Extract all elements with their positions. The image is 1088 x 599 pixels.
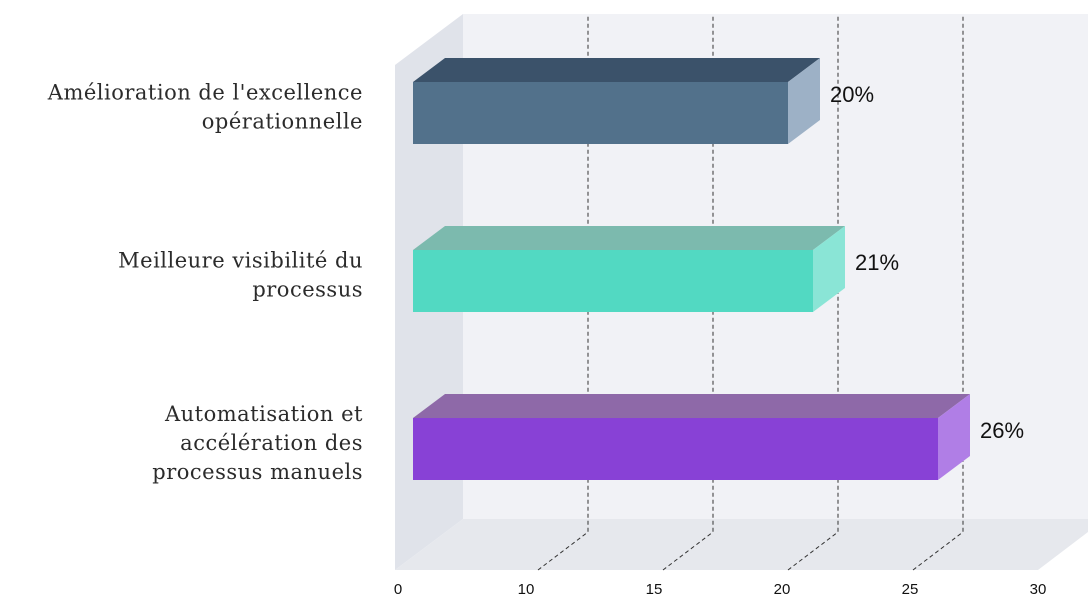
tick-label: 15 bbox=[646, 581, 663, 598]
x-axis-ticks: 0 10 15 20 25 30 bbox=[394, 581, 1047, 598]
tick-label: 20 bbox=[774, 581, 791, 598]
tick-label: 10 bbox=[518, 581, 535, 598]
gridline bbox=[787, 14, 839, 571]
bar: 26% bbox=[413, 394, 1024, 480]
data-label: 26% bbox=[980, 418, 1024, 443]
category-label: Automatisation et accélération des process… bbox=[152, 402, 363, 484]
bar-side-face bbox=[938, 394, 970, 480]
category-label: Meilleure visibilité du processus bbox=[118, 249, 363, 302]
bar-front-face bbox=[413, 418, 938, 480]
bar-side-face bbox=[788, 58, 820, 144]
bar-front-face bbox=[413, 82, 788, 144]
category-labels: Amélioration de l'excellence opérationnel… bbox=[47, 81, 363, 485]
tick-label: 0 bbox=[394, 581, 402, 598]
category-label: Amélioration de l'excellence opérationnel… bbox=[47, 81, 363, 134]
bar-top-face bbox=[413, 226, 845, 250]
gridline bbox=[912, 14, 964, 571]
gridlines bbox=[537, 14, 964, 571]
bar-top-face bbox=[413, 394, 970, 418]
bar: 21% bbox=[413, 226, 899, 312]
data-label: 21% bbox=[855, 250, 899, 275]
gridline bbox=[662, 14, 714, 571]
bar-top-face bbox=[413, 58, 820, 82]
bar: 20% bbox=[413, 58, 874, 144]
bars: 20% 21% 26% bbox=[413, 58, 1024, 480]
floor bbox=[395, 519, 1088, 570]
tick-label: 25 bbox=[902, 581, 919, 598]
tick-label: 30 bbox=[1030, 581, 1047, 598]
bar-side-face bbox=[813, 226, 845, 312]
gridline bbox=[537, 14, 589, 571]
data-label: 20% bbox=[830, 82, 874, 107]
bar-front-face bbox=[413, 250, 813, 312]
